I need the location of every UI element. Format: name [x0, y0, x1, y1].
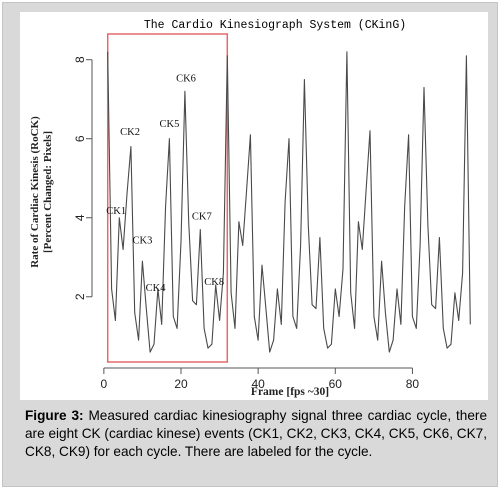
y-tick-label: 6 — [73, 135, 87, 142]
ck-event-label: CK3 — [133, 235, 153, 246]
highlight-box — [106, 33, 229, 363]
x-tick-label: 80 — [406, 377, 420, 391]
x-axis-label: Frame [fps ~30] — [251, 386, 329, 398]
x-tick-label: 60 — [329, 377, 343, 391]
annotation-layer: CK1 CK2 CK3 CK4 CK5 CK6 CK7 CK8 — [106, 73, 224, 293]
highlight-layer — [106, 33, 229, 363]
ck-event-label: CK1 — [106, 206, 126, 217]
caption-label: Figure 3: — [25, 408, 84, 423]
caption-text: Measured cardiac kinesiography signal th… — [25, 408, 488, 459]
y-tick-label: 4 — [73, 214, 87, 221]
y-axis-label: Rate of Cardiac Kinesis (RoCK) [Percent … — [29, 116, 54, 268]
ck-event-label: CK4 — [146, 283, 167, 294]
chart-title: The Cardio Kinesiograph System (CKinG) — [144, 19, 406, 32]
plot-panel: The Cardio Kinesiograph System (CKinG) 2… — [20, 12, 488, 400]
y-tick-label: 2 — [73, 293, 87, 300]
figure-caption: Figure 3: Measured cardiac kinesiography… — [25, 407, 487, 461]
x-tick-label: 40 — [251, 377, 265, 391]
y-axis-label-line1: Rate of Cardiac Kinesis (RoCK) — [29, 116, 41, 268]
ck-event-label: CK7 — [192, 212, 212, 223]
line-chart: The Cardio Kinesiograph System (CKinG) 2… — [29, 19, 471, 398]
ck-event-label: CK2 — [120, 127, 140, 138]
signal-line — [107, 51, 471, 353]
figure-frame: The Cardio Kinesiograph System (CKinG) 2… — [2, 2, 498, 487]
ck-event-label: CK8 — [204, 277, 224, 288]
y-tick-label: 8 — [73, 56, 87, 63]
ck-event-label: CK6 — [176, 73, 196, 84]
series-layer — [107, 51, 471, 353]
y-axis-label-line2: [Percent Changed: Pixels] — [42, 131, 54, 253]
x-tick-label: 20 — [174, 377, 188, 391]
x-tick-label: 0 — [101, 377, 108, 391]
ck-event-label: CK5 — [160, 119, 180, 130]
